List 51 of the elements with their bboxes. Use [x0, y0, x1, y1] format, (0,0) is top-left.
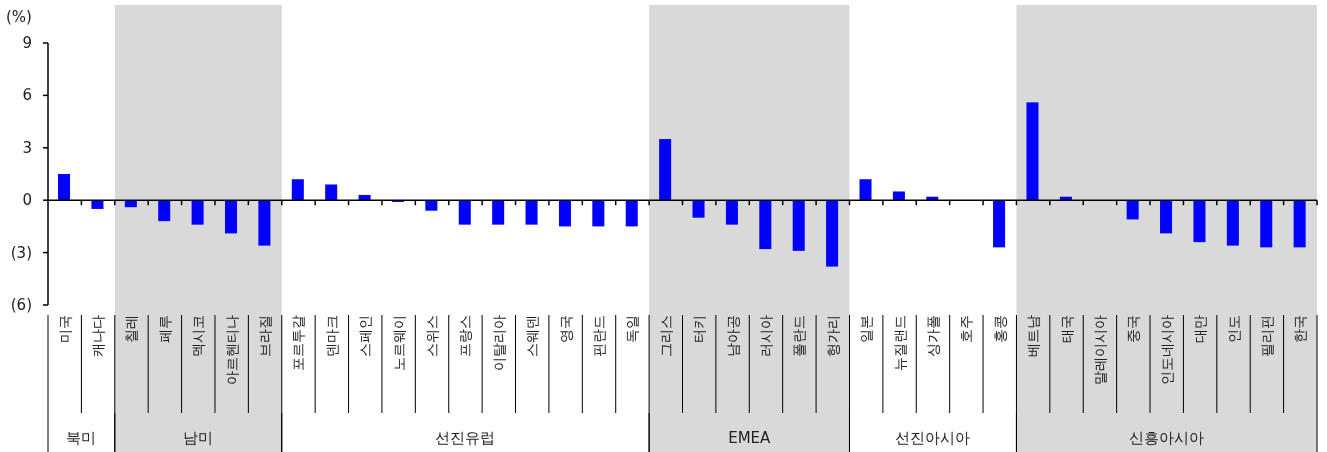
x-tick-label: 폴란드 — [791, 315, 808, 357]
x-tick-label: 페루 — [156, 315, 173, 343]
x-tick-label: 이탈리아 — [490, 315, 507, 371]
x-tick-label: 중국 — [1125, 315, 1142, 343]
x-tick-label: 독일 — [624, 315, 641, 343]
x-tick-label: 핀란드 — [591, 315, 608, 357]
text: 선진아시아 — [895, 429, 971, 447]
band-label: 신흥아시아 — [1129, 429, 1205, 447]
x-tick-label: 태국 — [1058, 315, 1075, 343]
x-tick-label: 영국 — [557, 315, 574, 343]
x-tick-label: 필리핀 — [1258, 315, 1275, 357]
x-tick-label: 한국 — [1292, 315, 1309, 343]
x-tick-label: 남아공 — [724, 315, 741, 357]
x-tick-label: 아르헨티나 — [223, 315, 240, 385]
x-tick-label: 홍콩 — [991, 315, 1008, 343]
x-tick-label: 미국 — [56, 315, 73, 343]
x-tick-label: 스위스 — [424, 315, 441, 357]
y-tick-label: 9 — [22, 34, 32, 52]
x-tick-label: 호주 — [958, 315, 975, 343]
x-tick-label: 베트남 — [1025, 315, 1042, 357]
x-tick-label: 멕시코 — [190, 315, 207, 357]
x-tick-label: 노르웨이 — [390, 315, 407, 371]
y-tick-label: 6 — [22, 86, 32, 105]
y-axis-title: (%) — [6, 8, 32, 26]
band-label: EMEA — [728, 429, 772, 447]
x-tick-label: 인도네시아 — [1158, 315, 1175, 385]
y-tick-label: (6) — [10, 296, 32, 314]
x-tick-label: 러시아 — [757, 315, 774, 357]
y-tick-label: 0 — [22, 191, 32, 210]
y-tick-label: (3) — [10, 243, 32, 262]
x-tick-label: 일본 — [858, 315, 875, 343]
text: 북미 — [66, 429, 97, 447]
x-tick-label: 헝가리 — [824, 315, 841, 357]
x-tick-label: 싱가폴 — [924, 315, 941, 357]
x-tick-label: 인도 — [1225, 315, 1242, 343]
x-tick-label: 캐나다 — [90, 315, 107, 357]
y-tick-label: 3 — [22, 138, 32, 157]
x-tick-label: 덴마크 — [323, 315, 340, 357]
x-tick-label: 칠레 — [123, 315, 140, 343]
x-tick-label: 말레이시아 — [1091, 315, 1108, 385]
text: 선진유럽 — [435, 429, 496, 447]
x-tick-label: 그리스 — [657, 315, 674, 357]
x-tick-label: 대만 — [1192, 315, 1209, 343]
band-label: 남미 — [183, 429, 214, 447]
x-tick-label: 스웨덴 — [524, 315, 541, 357]
x-tick-label: 브라질 — [257, 315, 274, 357]
x-tick-label: 포르투갈 — [290, 315, 307, 371]
x-tick-label: 터키 — [691, 315, 708, 343]
x-tick-label: 스페인 — [357, 315, 374, 357]
x-tick-label: 뉴질랜드 — [891, 315, 908, 371]
x-tick-label: 프랑스 — [457, 315, 474, 357]
